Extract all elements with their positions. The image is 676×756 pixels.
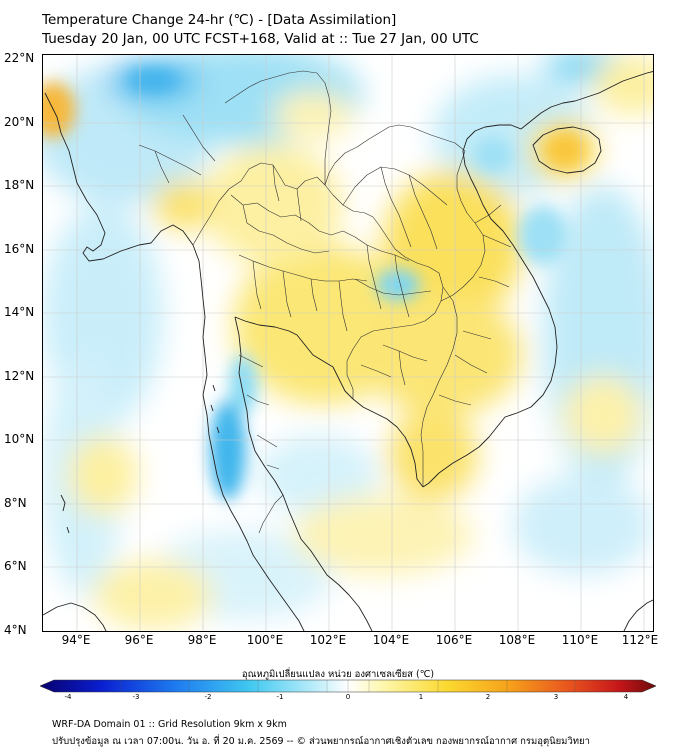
lat-label-4n: 4°N bbox=[4, 623, 27, 637]
coastlines bbox=[43, 71, 653, 631]
field-cyan-gulf bbox=[258, 435, 378, 515]
colorbar-tick-3: 3 bbox=[553, 693, 559, 701]
coast-mekong-delta bbox=[422, 416, 506, 488]
province-borders-central bbox=[238, 254, 368, 332]
field-yellow-gulf bbox=[293, 495, 473, 575]
field-yellow-myanmar-north bbox=[273, 90, 353, 140]
colorbar-ticks bbox=[120, 680, 576, 692]
province-borders-cambodia bbox=[360, 344, 428, 386]
province-borders-isan bbox=[354, 236, 432, 318]
coast-sumatra bbox=[43, 602, 107, 631]
field-orange-hainan bbox=[545, 132, 585, 168]
field-cyan-peninsula-north bbox=[229, 355, 257, 415]
colorbar-tick-minus3: -3 bbox=[132, 693, 140, 701]
colorbar-tick-1: 1 bbox=[418, 693, 424, 701]
lat-label-22n: 22°N bbox=[4, 51, 35, 65]
model-info: WRF-DA Domain 01 :: Grid Resolution 9km … bbox=[52, 719, 287, 730]
lat-label-18n: 18°N bbox=[4, 178, 35, 192]
lat-label-10n: 10°N bbox=[4, 432, 35, 446]
field-yellow-topright bbox=[593, 55, 653, 115]
forecast-valid-time: Tuesday 20 Jan, 00 UTC FCST+168, Valid a… bbox=[42, 31, 479, 47]
field-orange-westedge bbox=[43, 82, 75, 138]
lat-label-8n: 8°N bbox=[4, 496, 27, 510]
field-yellow-mekong bbox=[388, 410, 478, 500]
lon-label-110e: 110°E bbox=[561, 633, 599, 647]
coast-nicobar bbox=[66, 526, 70, 534]
map-title: Temperature Change 24-hr (℃) - [Data Ass… bbox=[42, 12, 397, 28]
temperature-field bbox=[43, 55, 653, 630]
field-yellow-west bbox=[153, 180, 213, 230]
field-yellow-east bbox=[563, 375, 643, 455]
lon-label-108e: 108°E bbox=[498, 633, 536, 647]
borders bbox=[138, 70, 512, 534]
lon-label-102e: 102°E bbox=[309, 633, 347, 647]
lon-label-94e: 94°E bbox=[61, 633, 91, 647]
field-yellow-cambodia bbox=[363, 295, 523, 415]
lon-label-106e: 106°E bbox=[435, 633, 473, 647]
field-yellow-sw bbox=[68, 435, 138, 515]
colorbar-title: อุณหภูมิเปลี่ยนแปลง หน่วย องศาเซลเซียส (… bbox=[241, 669, 435, 680]
lat-label-6n: 6°N bbox=[4, 559, 27, 573]
colorbar-tick-minus2: -2 bbox=[204, 693, 212, 701]
update-credit: ปรับปรุงข้อมูล ณ เวลา 07:00น. วัน อ. ที่… bbox=[52, 736, 590, 747]
field-blue-peninsula bbox=[210, 400, 246, 500]
lon-label-104e: 104°E bbox=[372, 633, 410, 647]
border-cambodia-vietnam bbox=[420, 286, 458, 487]
border-laos-china bbox=[324, 124, 466, 186]
coast-myanmar-west bbox=[44, 92, 208, 376]
field-blue-topleft bbox=[128, 70, 178, 90]
coast-tonkin bbox=[520, 71, 653, 130]
graticule bbox=[43, 55, 653, 631]
lon-label-98e: 98°E bbox=[187, 633, 217, 647]
province-borders-myanmar bbox=[138, 114, 216, 184]
colorbar-tick-minus1: -1 bbox=[276, 693, 284, 701]
coast-vietnam-east bbox=[462, 124, 558, 418]
coast-hainan bbox=[532, 126, 602, 174]
coast-cambodia bbox=[352, 398, 424, 488]
lat-label-16n: 16°N bbox=[4, 242, 35, 256]
lat-label-14n: 14°N bbox=[4, 305, 35, 319]
temperature-field-accents bbox=[43, 70, 585, 500]
province-borders-laos bbox=[342, 166, 448, 250]
colorbar-tick-2: 2 bbox=[485, 693, 491, 701]
colorbar bbox=[40, 679, 656, 693]
lon-label-112e: 112°E bbox=[621, 633, 659, 647]
field-cyan-vietnam bbox=[473, 137, 513, 173]
field-yellow-north-thailand bbox=[203, 145, 343, 265]
province-borders-vietnam bbox=[438, 204, 512, 406]
temperature-change-map[interactable] bbox=[42, 54, 654, 632]
lon-label-100e: 100°E bbox=[246, 633, 284, 647]
colorbar-tick-minus4: -4 bbox=[64, 693, 72, 701]
border-myanmar-thailand bbox=[192, 162, 326, 246]
coast-andaman-islands bbox=[60, 494, 66, 512]
colorbar-tick-4: 4 bbox=[623, 693, 629, 701]
lon-label-96e: 96°E bbox=[124, 633, 154, 647]
field-cyan-borneo bbox=[513, 475, 653, 575]
field-cyan-annam bbox=[518, 205, 568, 265]
province-borders-north bbox=[230, 164, 356, 254]
border-thailand-laos bbox=[324, 184, 444, 314]
lat-label-20n: 20°N bbox=[4, 115, 35, 129]
field-yellow-south bbox=[93, 560, 213, 630]
province-borders-south bbox=[238, 354, 280, 470]
field-cyan-isan bbox=[376, 269, 420, 301]
coast-peninsula-east bbox=[234, 316, 373, 631]
coast-borneo bbox=[623, 599, 653, 631]
colorbar-tick-0: 0 bbox=[345, 693, 351, 701]
border-thailand-malaysia bbox=[258, 494, 284, 534]
coast-peninsula-west bbox=[202, 374, 305, 631]
coast-mergui bbox=[210, 384, 220, 434]
border-thailand-cambodia bbox=[346, 312, 436, 399]
coast-upper-gulf bbox=[234, 316, 354, 400]
lat-label-12n: 12°N bbox=[4, 369, 35, 383]
border-laos-vietnam bbox=[440, 150, 486, 302]
border-myanmar-china bbox=[224, 70, 332, 185]
